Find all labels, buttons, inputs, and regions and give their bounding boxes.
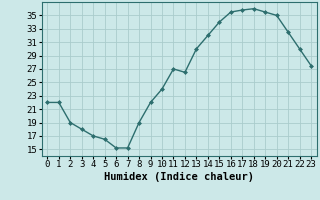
X-axis label: Humidex (Indice chaleur): Humidex (Indice chaleur) — [104, 172, 254, 182]
